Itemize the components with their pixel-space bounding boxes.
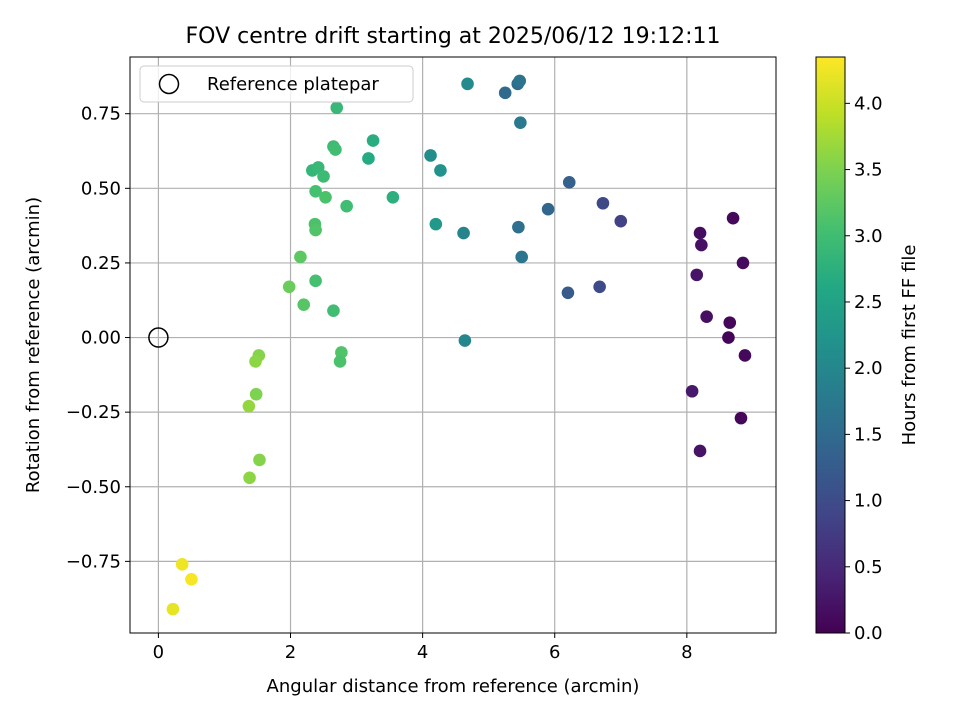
y-tick-label: 0.25 [81,253,121,274]
data-point [175,558,189,571]
colorbar-tick-label: 2.5 [854,292,883,313]
y-tick-label: 0.00 [81,328,121,349]
colorbar-tick-label: 0.5 [854,557,883,578]
y-tick-label: −0.25 [66,402,121,423]
data-point [461,77,474,91]
data-point [253,453,266,467]
data-point [498,86,512,100]
grid-lines [130,57,776,633]
data-point [309,274,322,288]
data-point [429,217,443,231]
data-point [515,250,528,264]
data-point [329,143,342,156]
data-point [330,101,344,115]
colorbar-ticks: 0.0 0.5 1.0 1.5 2.0 2.5 3.0 3.5 4.0 [845,93,883,644]
x-axis-label: Angular distance from reference (arcmin) [267,676,640,697]
x-tick-label: 2 [285,642,296,663]
data-point [185,572,198,586]
data-point [614,214,628,228]
reference-marker [148,327,169,348]
colorbar-tick-label: 2.0 [854,358,883,379]
data-point [596,196,610,210]
x-tick-label: 6 [549,642,560,663]
y-tick-label: −0.50 [66,477,121,498]
data-point [434,164,447,177]
plot-frame [129,56,777,634]
data-point [297,298,311,312]
legend-label-reference: Reference platepar [207,74,379,95]
x-tick-label: 8 [681,642,692,663]
data-point [243,471,256,485]
y-tick-label: 0.75 [81,104,121,125]
x-tick-label: 4 [417,642,428,663]
colorbar [815,56,846,634]
y-axis-label: Rotation from reference (arcmin) [23,197,44,493]
data-point [340,199,353,213]
data-point [333,355,347,368]
data-point [327,304,340,317]
colorbar-label: Hours from first FF file [899,245,920,446]
legend: Reference platepar [139,65,414,103]
data-point [593,280,606,294]
data-point [561,286,575,300]
data-point [366,134,380,147]
colorbar-tick-label: 4.0 [854,93,883,114]
colorbar-tick-label: 3.5 [854,160,883,181]
data-point [734,411,748,425]
data-point [695,238,708,252]
data-point [685,384,699,398]
data-point [317,170,330,183]
data-point [738,349,752,362]
data-point [562,176,576,189]
data-point [693,444,707,458]
data-point [458,334,472,347]
data-point [541,202,555,216]
data-points [166,74,752,616]
data-point [700,310,713,323]
data-point [690,268,704,282]
data-point [386,190,400,204]
y-axis-ticks: −0.75 −0.50 −0.25 0.00 0.25 0.50 0.75 [66,104,130,572]
data-point [309,223,322,237]
y-tick-label: 0.50 [81,178,121,199]
x-tick-label: 0 [153,642,164,663]
x-axis-ticks: 0 2 4 6 8 [153,633,693,663]
data-point [513,74,527,88]
data-point [319,190,332,204]
y-tick-label: −0.75 [66,551,121,572]
plot-area [130,57,776,633]
data-point [242,399,256,413]
data-point [249,387,263,401]
data-point [282,280,296,294]
data-point [726,211,740,225]
legend-box [139,65,414,103]
data-point [294,250,307,264]
colorbar-tick-label: 0.0 [854,623,883,644]
reference-platepar-marker [148,327,169,348]
data-point [249,355,262,368]
data-point [457,226,470,240]
data-point [723,316,737,329]
data-point [424,149,437,162]
chart-title: FOV centre drift starting at 2025/06/12 … [186,24,721,49]
data-point [309,185,322,198]
legend-marker-reference [158,73,180,95]
colorbar-tick-label: 1.5 [854,424,883,445]
data-point [362,152,375,165]
colorbar-tick-label: 1.0 [854,491,883,512]
colorbar-tick-label: 3.0 [854,226,883,247]
data-point [722,331,735,344]
data-point [736,256,750,270]
data-point [166,602,180,616]
data-point [512,220,525,234]
data-point [514,116,527,129]
data-point [693,226,707,240]
